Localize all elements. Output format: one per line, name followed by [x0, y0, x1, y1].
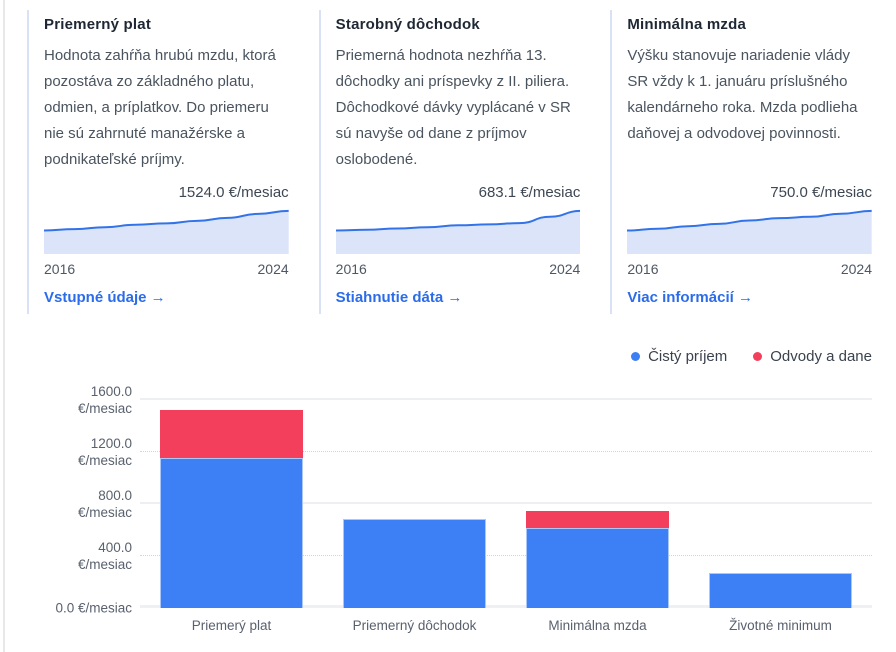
card-link-vstupne-udaje[interactable]: Vstupné údaje → — [44, 289, 166, 306]
legend-label: Čistý príjem — [648, 347, 728, 365]
stacked-bar-chart: 0.0 €/mesiac 400.0 €/mesiac 800.0 €/mesiac… — [27, 384, 872, 616]
bar-segment-cisty-prijem[interactable] — [709, 573, 852, 608]
chart-legend: Čistý príjem Odvody a dane — [27, 346, 872, 366]
card-link-viac-informacii[interactable]: Viac informácií → — [627, 289, 753, 306]
bar-segment-cisty-prijem[interactable] — [343, 519, 486, 608]
sparkline-current-value: 1524.0 €/mesiac — [178, 184, 289, 201]
card-minimalna-mzda: Minimálna mzda Výšku stanovuje nariadeni… — [610, 10, 873, 314]
year-start-label: 2016 — [44, 261, 76, 277]
bar-segment-cisty-prijem[interactable] — [526, 527, 669, 608]
card-description: Výšku stanovuje nariadenie vlády SR vždy… — [627, 47, 858, 142]
sparkline-line — [627, 211, 872, 231]
bar-slot — [140, 384, 323, 608]
bar-slot — [323, 384, 506, 608]
y-axis-tick-label: 1200.0 €/mesiac — [77, 436, 132, 468]
legend-dot-red-icon — [753, 351, 763, 361]
card-description: Hodnota zahŕňa hrubú mzdu, ktorá pozostá… — [44, 47, 276, 168]
sparkline-block: 683.1 €/mesiac 2016 2024 — [335, 184, 581, 277]
card-title: Priemerný plat — [44, 16, 152, 33]
sparkline-year-axis: 2016 2024 — [336, 261, 581, 277]
x-axis-label: Minimálna mzda — [548, 618, 647, 633]
sparkline-line — [336, 211, 581, 231]
gridline-1600 — [140, 398, 872, 400]
legend-item-cisty-prijem[interactable]: Čistý príjem — [631, 348, 727, 365]
y-axis-tick-label: 400.0 €/mesiac — [77, 540, 132, 572]
sparkline-year-axis: 2016 2024 — [627, 261, 872, 277]
gridline-0 — [140, 605, 872, 608]
year-end-label: 2024 — [257, 261, 289, 277]
sparkline-chart — [627, 205, 873, 254]
plot-area — [140, 384, 872, 608]
year-end-label: 2024 — [549, 261, 581, 277]
sparkline-chart — [44, 205, 289, 254]
y-axis-tick-label: 1600.0 €/mesiac — [77, 384, 132, 416]
page-left-edge — [3, 0, 5, 652]
bar-segment-cisty-prijem[interactable] — [160, 458, 303, 608]
card-title: Minimálna mzda — [627, 16, 746, 33]
card-link-stiahnutie-data[interactable]: Stiahnutie dáta → — [335, 289, 463, 306]
card-description: Priemerná hodnota nezhŕňa 13. dôchodky a… — [335, 47, 571, 168]
gridline-1200 — [140, 451, 872, 452]
stacked-bar-4[interactable] — [709, 573, 852, 608]
y-axis-tick-label: 800.0 €/mesiac — [77, 488, 132, 520]
year-start-label: 2016 — [627, 261, 659, 277]
stacked-bar-1[interactable] — [160, 409, 303, 608]
sparkline-current-value: 683.1 €/mesiac — [478, 184, 581, 201]
x-axis-label: Životné minimum — [729, 618, 832, 633]
card-title: Starobný dôchodok — [335, 16, 480, 33]
bar-segment-odvody-a-dane[interactable] — [526, 510, 669, 528]
bar-slot — [689, 384, 872, 608]
bar-segment-odvody-a-dane[interactable] — [160, 409, 303, 458]
legend-label: Odvody a dane — [770, 347, 872, 365]
gridline-400 — [140, 555, 872, 556]
year-start-label: 2016 — [335, 261, 367, 277]
legend-dot-blue-icon — [631, 351, 641, 361]
sparkline-area — [627, 210, 873, 254]
sparkline-area — [44, 210, 289, 254]
dashboard-page: Priemerný plat Hodnota zahŕňa hrubú mzdu… — [27, 10, 873, 633]
sparkline-line — [44, 211, 289, 231]
legend-item-odvody-a-dane[interactable]: Odvody a dane — [753, 348, 872, 365]
bar-slot — [506, 384, 689, 608]
card-starobny-dochodok: Starobný dôchodok Priemerná hodnota nezh… — [318, 10, 581, 314]
x-axis: Priemerý plat Priemerný dôchodok Minimálna… — [140, 618, 872, 633]
x-axis-label: Priemerný dôchodok — [352, 618, 477, 633]
indicator-cards: Priemerný plat Hodnota zahŕňa hrubú mzdu… — [27, 10, 873, 314]
sparkline-current-value: 750.0 €/mesiac — [770, 184, 873, 201]
gridline-800 — [140, 502, 872, 504]
sparkline-chart — [335, 205, 581, 254]
income-bar-chart-section: Čistý príjem Odvody a dane 0.0 €/mesiac 4… — [27, 346, 872, 633]
sparkline-year-axis: 2016 2024 — [44, 261, 289, 277]
sparkline-block: 750.0 €/mesiac 2016 2024 — [627, 184, 873, 277]
year-end-label: 2024 — [840, 261, 873, 277]
bars-container — [140, 384, 872, 608]
stacked-bar-2[interactable] — [343, 519, 486, 608]
y-axis-tick-label: 0.0 €/mesiac — [55, 600, 132, 616]
x-axis-label: Priemerý plat — [191, 618, 272, 633]
sparkline-block: 1524.0 €/mesiac 2016 2024 — [44, 184, 289, 277]
sparkline-area — [335, 210, 581, 254]
card-priemerny-plat: Priemerný plat Hodnota zahŕňa hrubú mzdu… — [27, 10, 289, 314]
stacked-bar-3[interactable] — [526, 510, 669, 608]
y-axis: 0.0 €/mesiac 400.0 €/mesiac 800.0 €/mesiac… — [27, 384, 132, 616]
